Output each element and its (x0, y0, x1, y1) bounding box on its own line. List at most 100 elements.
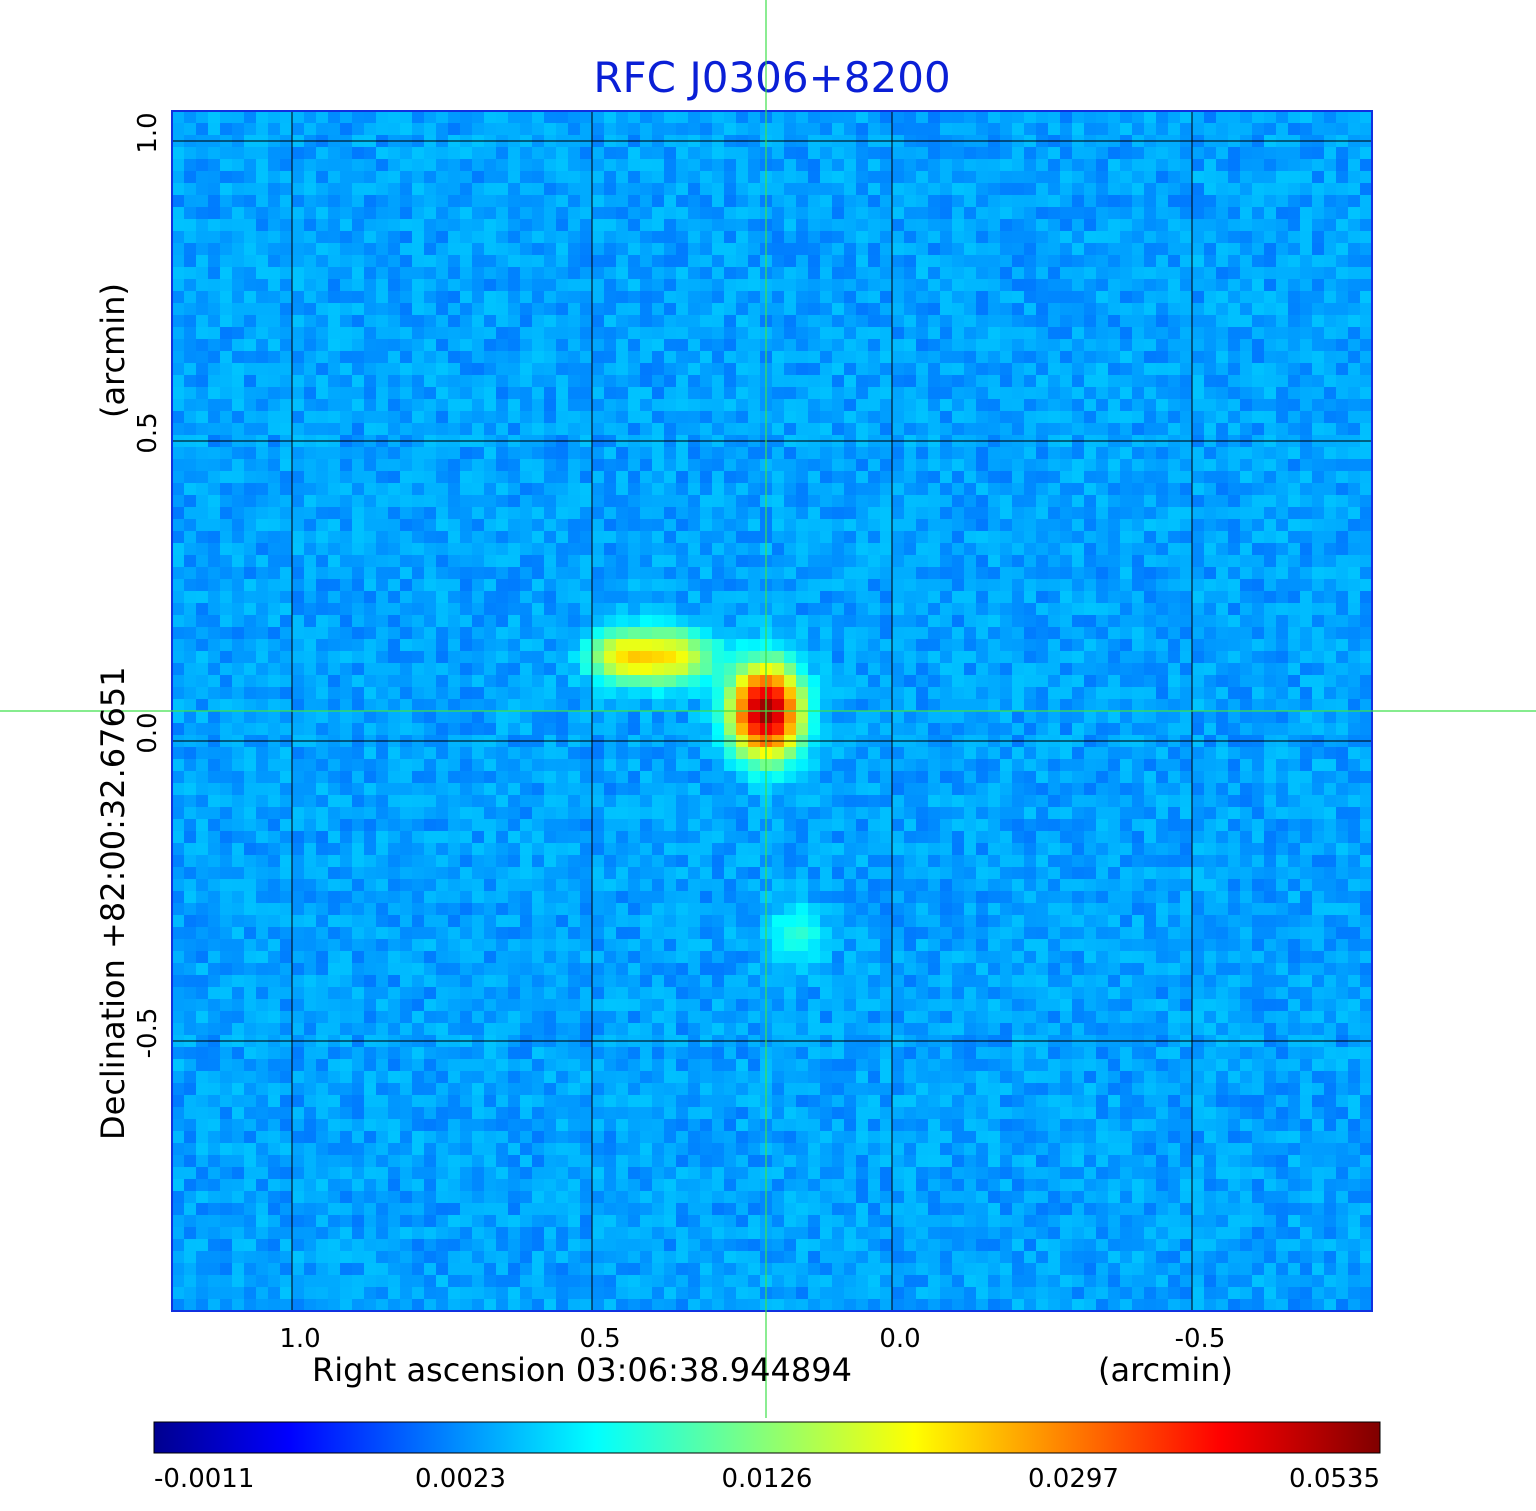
heatmap-cell (1168, 363, 1181, 376)
heatmap-cell (280, 483, 293, 496)
heatmap-cell (172, 411, 185, 424)
heatmap-cell (1000, 519, 1013, 532)
heatmap-cell (556, 315, 569, 328)
heatmap-cell (736, 387, 749, 400)
heatmap-cell (820, 663, 833, 676)
heatmap-cell (640, 111, 653, 124)
heatmap-cell (472, 567, 485, 580)
heatmap-cell (400, 351, 413, 364)
heatmap-cell (940, 207, 953, 220)
heatmap-cell (208, 291, 221, 304)
heatmap-cell (388, 615, 401, 628)
heatmap-cell (1264, 495, 1277, 508)
heatmap-cell (616, 459, 629, 472)
heatmap-cell (1144, 459, 1157, 472)
heatmap-cell (700, 363, 713, 376)
heatmap-cell (1060, 339, 1073, 352)
heatmap-cell (388, 279, 401, 292)
heatmap-cell (412, 195, 425, 208)
heatmap-cell (1300, 663, 1313, 676)
heatmap-cell (1060, 579, 1073, 592)
heatmap-cell (868, 651, 881, 664)
heatmap-cell (496, 111, 509, 124)
heatmap-cell (1240, 579, 1253, 592)
heatmap-cell (1156, 663, 1169, 676)
heatmap-cell (664, 543, 677, 556)
heatmap-cell (1096, 171, 1109, 184)
heatmap-cell (940, 663, 953, 676)
heatmap-cell (1060, 183, 1073, 196)
heatmap-cell (952, 651, 965, 664)
heatmap-cell (592, 471, 605, 484)
heatmap-cell (928, 519, 941, 532)
heatmap-cell (256, 519, 269, 532)
heatmap-cell (544, 267, 557, 280)
heatmap-cell (1264, 471, 1277, 484)
heatmap-cell (592, 327, 605, 340)
heatmap-cell (1312, 519, 1325, 532)
heatmap-cell (568, 687, 581, 700)
heatmap-cell (928, 603, 941, 616)
heatmap-cell (1348, 111, 1361, 124)
heatmap-cell (1276, 111, 1289, 124)
heatmap-cell (1204, 123, 1217, 136)
heatmap-cell (736, 471, 749, 484)
heatmap-cell (1228, 555, 1241, 568)
heatmap-cell (1192, 267, 1205, 280)
heatmap-cell (988, 603, 1001, 616)
heatmap-cell (1312, 663, 1325, 676)
heatmap-cell (556, 603, 569, 616)
heatmap-cell (400, 255, 413, 268)
heatmap-cell (388, 327, 401, 340)
heatmap-cell (844, 159, 857, 172)
heatmap-cell (724, 303, 737, 316)
heatmap-cell (1036, 567, 1049, 580)
heatmap-cell (532, 411, 545, 424)
heatmap-cell (268, 615, 281, 628)
heatmap-cell (700, 555, 713, 568)
heatmap-cell (664, 147, 677, 160)
heatmap-cell (436, 579, 449, 592)
heatmap-cell (244, 591, 257, 604)
heatmap-cell (1216, 687, 1229, 700)
heatmap-cell (544, 327, 557, 340)
heatmap-cell (892, 423, 905, 436)
heatmap-cell (1132, 159, 1145, 172)
heatmap-cell (676, 567, 689, 580)
heatmap-cell (820, 627, 833, 640)
heatmap-cell (220, 483, 233, 496)
heatmap-cell (412, 495, 425, 508)
heatmap-cell (460, 111, 473, 124)
heatmap-cell (1168, 111, 1181, 124)
heatmap-cell (1288, 231, 1301, 244)
heatmap-cell (268, 471, 281, 484)
heatmap-cell (1300, 699, 1313, 712)
heatmap-cell (496, 159, 509, 172)
heatmap-cell (1084, 243, 1097, 256)
heatmap-cell (304, 255, 317, 268)
heatmap-cell (508, 471, 521, 484)
heatmap-cell (1180, 399, 1193, 412)
heatmap-cell (640, 471, 653, 484)
heatmap-cell (1240, 663, 1253, 676)
heatmap-cell (640, 267, 653, 280)
heatmap-cell (496, 171, 509, 184)
heatmap-cell (1132, 315, 1145, 328)
heatmap-cell (568, 255, 581, 268)
heatmap-cell (688, 219, 701, 232)
heatmap-cell (1300, 567, 1313, 580)
heatmap-cell (976, 111, 989, 124)
heatmap-cell (1084, 675, 1097, 688)
heatmap-cell (556, 243, 569, 256)
heatmap-cell (508, 351, 521, 364)
heatmap-cell (964, 567, 977, 580)
heatmap-cell (1288, 531, 1301, 544)
heatmap-cell (1048, 195, 1061, 208)
heatmap-cell (928, 567, 941, 580)
heatmap-cell (892, 303, 905, 316)
heatmap-cell (892, 171, 905, 184)
heatmap-cell (292, 375, 305, 388)
heatmap-cell (748, 567, 761, 580)
heatmap-cell (820, 171, 833, 184)
heatmap-cell (1300, 627, 1313, 640)
